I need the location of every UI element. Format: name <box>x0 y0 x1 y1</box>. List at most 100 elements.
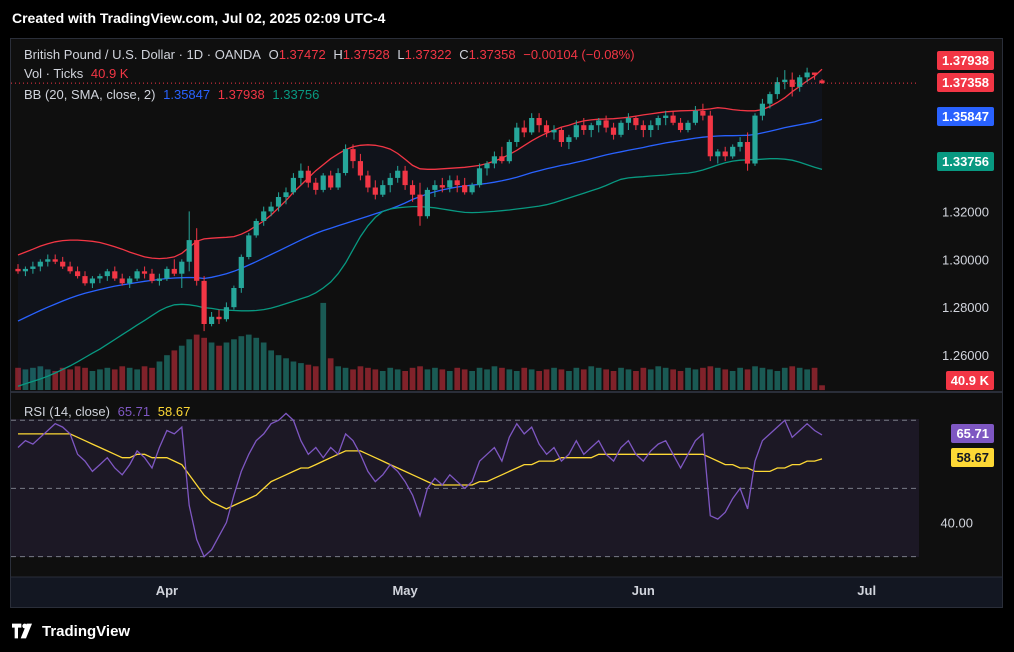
candle-body <box>171 268 177 274</box>
candle-body <box>670 115 676 123</box>
legend-close-label: C <box>459 47 469 62</box>
candle-body <box>134 271 140 279</box>
volume-bar <box>387 367 394 390</box>
tradingview-logo-icon <box>12 623 32 639</box>
badge-volume: 40.9 K <box>945 371 994 390</box>
candle-body <box>365 175 371 188</box>
legend-high-label: H <box>333 47 343 62</box>
legend-price: British Pound / U.S. Dollar · 1D · OANDA… <box>24 47 639 62</box>
candle-body <box>797 77 803 87</box>
candle-body <box>231 288 237 308</box>
candle-body <box>328 175 334 188</box>
legend-symbol[interactable]: British Pound / U.S. Dollar · 1D · OANDA <box>24 47 261 62</box>
volume-bar <box>491 366 498 391</box>
candle-body <box>194 240 200 281</box>
candle-body <box>610 127 617 135</box>
volume-bar <box>245 334 252 390</box>
volume-label[interactable]: Vol · Ticks <box>24 66 84 81</box>
footer-brand-text: TradingView <box>42 622 131 640</box>
candle-body <box>112 271 118 279</box>
candle-body <box>52 259 58 262</box>
candle-body <box>543 125 550 133</box>
volume-bar <box>767 369 773 390</box>
bb-label[interactable]: BB (20, SMA, close, 2) <box>24 87 156 102</box>
price-tick-label: 1.30000 <box>942 252 989 267</box>
legend-high-value: 1.37528 <box>342 47 390 62</box>
volume-bar <box>275 355 282 390</box>
created-with-text: Created with TradingView.com, Jul 02, 20… <box>12 10 386 26</box>
candle-body <box>432 185 438 190</box>
candle-body <box>454 180 460 186</box>
candle-body <box>819 80 825 84</box>
volume-bar <box>707 366 714 391</box>
candle-body <box>357 161 363 176</box>
time-axis-label: Jun <box>632 583 655 598</box>
candle-body <box>469 185 475 193</box>
rsi-label[interactable]: RSI (14, close) <box>24 404 110 419</box>
volume-bar <box>737 367 743 390</box>
candle-body <box>566 137 572 142</box>
legend-volume: Vol · Ticks 40.9 K <box>24 66 132 81</box>
candle-body <box>275 197 282 207</box>
volume-bar <box>618 367 624 390</box>
candle-body <box>216 316 222 320</box>
volume-bar <box>729 371 736 390</box>
volume-bar <box>22 369 29 390</box>
candle-body <box>603 120 609 128</box>
rsi-line <box>17 412 823 558</box>
volume-bar <box>647 369 654 390</box>
candle-body <box>722 151 728 157</box>
volume-bar <box>774 371 781 390</box>
volume-bar <box>156 361 163 390</box>
volume-bar <box>744 369 751 390</box>
volume-bar <box>223 342 230 390</box>
candle-body <box>558 130 564 142</box>
candle-body <box>596 120 602 126</box>
candle-body <box>618 122 624 135</box>
candle-body <box>744 142 751 164</box>
candle-body <box>692 110 698 123</box>
candle-body <box>789 79 795 87</box>
candle-body <box>588 125 594 130</box>
candle-body <box>238 256 244 288</box>
volume-bar <box>521 367 528 390</box>
volume-bar <box>484 369 490 390</box>
volume-bar <box>283 358 289 390</box>
candle-body <box>633 118 639 126</box>
time-axis-label: May <box>392 583 418 598</box>
legend-open-value: 1.37472 <box>278 47 326 62</box>
volume-bar <box>796 367 803 390</box>
candle-body <box>261 211 267 221</box>
footer-brand[interactable]: TradingView <box>12 620 130 642</box>
candle-body <box>677 122 684 130</box>
bb-upper-line <box>17 68 823 260</box>
candle-body <box>37 261 43 267</box>
candle-body <box>283 192 289 198</box>
volume-bar <box>603 369 609 390</box>
volume-bar <box>111 369 118 390</box>
badge-bb-upper: 1.37938 <box>937 51 994 70</box>
candle-body <box>648 125 654 130</box>
volume-bar <box>335 366 341 391</box>
volume-bar <box>126 367 133 390</box>
volume-bar <box>804 369 810 390</box>
candle-body <box>179 261 185 274</box>
legend-rsi: RSI (14, close) 65.71 58.67 <box>24 404 194 419</box>
legend-bb: BB (20, SMA, close, 2) 1.35847 1.37938 1… <box>24 87 323 102</box>
candle-body <box>104 271 110 277</box>
candle-body <box>536 118 542 126</box>
candle-body <box>253 221 259 236</box>
candle-body <box>804 72 810 78</box>
candle-body <box>15 268 21 272</box>
candle-body <box>119 278 125 284</box>
bb-lower-value: 1.33756 <box>272 87 320 102</box>
volume-bar <box>573 367 580 390</box>
candle-body <box>715 151 721 157</box>
volume-bar <box>97 369 103 390</box>
volume-bar <box>819 385 825 391</box>
candle-body <box>97 276 103 279</box>
volume-bar <box>558 369 565 390</box>
candle-body <box>380 185 386 195</box>
volume-bar <box>74 366 81 391</box>
